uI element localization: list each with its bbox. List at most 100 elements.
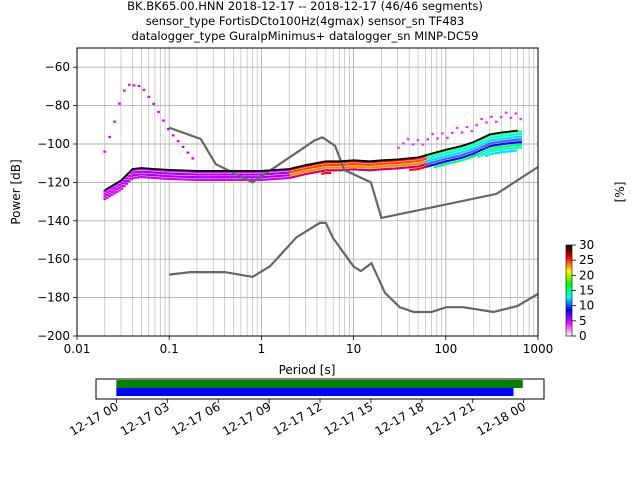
psd-cell xyxy=(123,179,126,182)
psd-cell xyxy=(397,146,400,149)
psd-cell xyxy=(223,176,226,179)
psd-cell xyxy=(416,162,420,165)
psd-cell xyxy=(262,175,266,179)
psd-cell xyxy=(120,184,124,188)
psd-cell xyxy=(492,144,496,147)
psd-cell xyxy=(431,155,434,159)
psd-cell xyxy=(487,140,491,143)
psd-cell xyxy=(460,151,464,154)
psd-cell xyxy=(446,162,449,165)
psd-cell xyxy=(372,168,376,172)
psd-cell xyxy=(357,168,361,171)
psd-cell xyxy=(174,170,178,173)
psd-cell xyxy=(370,169,373,172)
psd-cell xyxy=(189,170,192,173)
psd-cell xyxy=(492,152,496,155)
psd-cell xyxy=(357,160,361,163)
psd-cell xyxy=(291,173,295,176)
psd-cell xyxy=(105,196,109,199)
psd-cell xyxy=(250,173,253,176)
psd-cell xyxy=(162,174,165,177)
psd-cell xyxy=(262,178,266,181)
timeline-bar-psd xyxy=(116,388,514,396)
psd-cell xyxy=(264,170,268,173)
psd-cell xyxy=(127,177,131,180)
psd-cell xyxy=(301,168,305,171)
psd-cell xyxy=(277,177,280,180)
psd-cell xyxy=(284,171,288,174)
y-tick-label: −140 xyxy=(37,214,70,228)
psd-cell xyxy=(316,170,319,173)
psd-cell xyxy=(267,172,271,176)
psd-cell xyxy=(512,149,515,152)
psd-cell xyxy=(279,177,283,180)
psd-cell xyxy=(105,191,109,194)
x-tick-label: 10 xyxy=(346,342,361,356)
psd-cell xyxy=(421,155,425,159)
psd-cell xyxy=(250,176,253,179)
psd-cell xyxy=(331,161,334,164)
psd-cell xyxy=(333,166,337,169)
psd-cell xyxy=(269,172,273,175)
psd-cell xyxy=(446,136,449,139)
psd-cell xyxy=(502,150,505,154)
psd-cell xyxy=(125,177,129,180)
psd-cell xyxy=(455,126,459,129)
psd-cell xyxy=(345,165,349,169)
psd-cell xyxy=(485,141,488,144)
psd-cell xyxy=(171,169,175,173)
psd-cell xyxy=(321,167,324,170)
psd-cell xyxy=(426,154,430,157)
psd-cell xyxy=(387,165,390,168)
psd-cell xyxy=(333,161,337,164)
psd-cell xyxy=(103,189,107,193)
psd-cell xyxy=(472,155,476,158)
psd-cell xyxy=(350,165,354,168)
psd-cell xyxy=(169,177,173,181)
psd-cell xyxy=(191,173,195,176)
psd-cell xyxy=(176,170,180,173)
psd-cell xyxy=(421,158,425,161)
psd-cell xyxy=(424,155,427,158)
psd-cell xyxy=(235,178,239,182)
psd-cell xyxy=(499,137,503,140)
psd-cell xyxy=(509,133,513,137)
psd-cell xyxy=(490,144,493,147)
psd-cell xyxy=(362,168,366,172)
psd-cell xyxy=(490,115,493,118)
psd-cell xyxy=(316,168,319,171)
psd-cell xyxy=(145,176,148,179)
psd-cell xyxy=(411,168,415,171)
psd-cell xyxy=(504,145,508,148)
psd-cell xyxy=(436,157,439,160)
psd-cell xyxy=(353,162,356,166)
psd-cell xyxy=(477,144,481,147)
psd-cell xyxy=(517,146,520,149)
psd-cell xyxy=(223,178,226,182)
psd-cell xyxy=(179,172,182,176)
psd-cell xyxy=(446,151,449,155)
psd-cell xyxy=(453,150,456,153)
psd-cell xyxy=(230,178,234,182)
psd-cell xyxy=(431,132,434,136)
psd-cell xyxy=(159,174,163,177)
psd-cell xyxy=(306,169,310,173)
psd-cell xyxy=(311,171,315,174)
psd-cell xyxy=(328,163,332,167)
psd-cell xyxy=(252,176,256,179)
psd-cell xyxy=(455,155,459,158)
psd-cell xyxy=(301,170,305,174)
psd-cell xyxy=(507,134,510,137)
psd-cell xyxy=(203,173,207,176)
psd-cell xyxy=(512,136,515,139)
psd-cell xyxy=(328,166,332,169)
psd-cell xyxy=(277,169,280,172)
psd-cell xyxy=(335,163,339,167)
psd-cell xyxy=(286,174,290,177)
psd-cell xyxy=(384,162,388,165)
psd-cell xyxy=(499,140,503,143)
psd-cell xyxy=(492,138,496,142)
psd-cell xyxy=(152,174,155,177)
psd-cell xyxy=(433,157,437,161)
psd-cell xyxy=(379,165,383,168)
